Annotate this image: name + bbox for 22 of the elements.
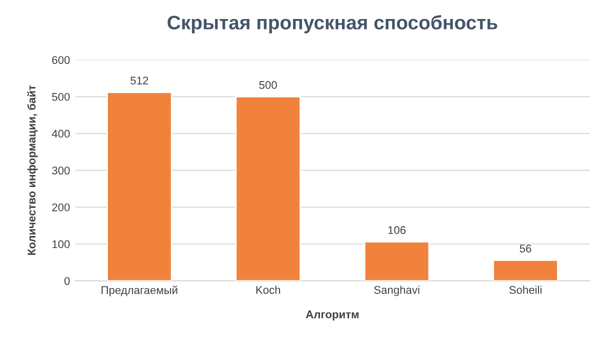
x-axis-title: Алгоритм (306, 310, 358, 320)
y-tick-label: 600 (52, 56, 70, 64)
chart-title: Скрытая пропускная способность (168, 15, 498, 34)
bar (106, 92, 172, 281)
y-tick-label: 400 (52, 130, 70, 138)
y-tick-label: 300 (52, 166, 70, 174)
data-label: 106 (388, 226, 406, 234)
y-tick-label: 200 (52, 203, 70, 212)
data-label: 500 (259, 81, 277, 89)
x-tick-label: Soheili (509, 286, 542, 294)
bar (364, 241, 430, 281)
x-tick-label: Sanghavi (374, 286, 420, 296)
y-tick-label: 0 (64, 277, 70, 285)
x-tick-label: Koch (256, 286, 280, 294)
bar (492, 260, 558, 281)
y-tick-label: 100 (52, 240, 70, 248)
data-label: 56 (520, 244, 532, 252)
x-tick-label: Предлагаемый (102, 286, 178, 296)
bar (235, 96, 301, 281)
data-label: 512 (130, 76, 148, 84)
y-axis-title: Количество информации, байт (27, 85, 38, 255)
y-tick-label: 500 (52, 92, 70, 101)
